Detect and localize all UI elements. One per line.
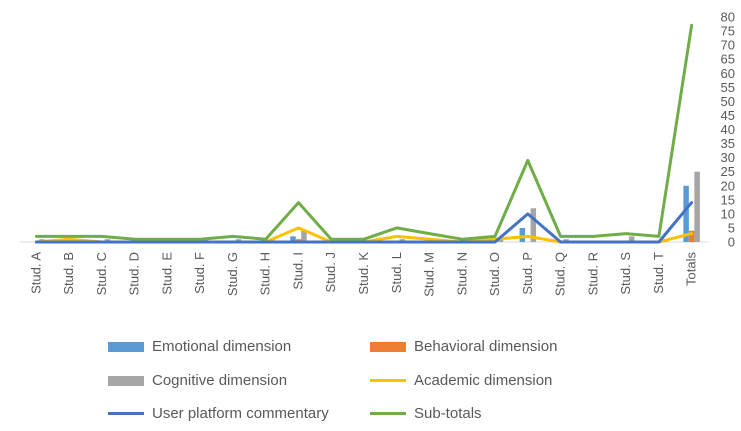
bar-emotional-dimension: [290, 236, 296, 242]
x-tick-label: Stud. B: [61, 252, 76, 295]
x-tick-labels: Stud. A Stud. B Stud. C Stud. D Stud. E Stud.…: [28, 252, 698, 297]
y-tick-label: 0: [728, 235, 735, 250]
x-tick-label: Stud. D: [127, 252, 142, 295]
y-tick-label: 15: [721, 192, 735, 207]
y-tick-label: 60: [721, 66, 735, 81]
bar-cognitive-dimension: [694, 171, 700, 242]
y-tick-label: 25: [721, 164, 735, 179]
bar-emotional-dimension: [519, 227, 526, 242]
x-tick-label: Stud. M: [422, 252, 437, 297]
x-tick-label: Stud. I: [290, 252, 305, 290]
y-tick-label: 40: [721, 122, 735, 137]
line-sub-totals: [34, 23, 694, 241]
x-tick-label: Stud. C: [94, 252, 109, 295]
bar-cognitive-dimension: [497, 239, 504, 242]
y-tick-label: 80: [721, 10, 735, 25]
y-tick-label: 5: [728, 220, 735, 235]
line-user-platform-commentary: [34, 201, 694, 244]
y-tick-label: 35: [721, 136, 735, 151]
y-tick-label: 20: [721, 178, 735, 193]
x-tick-label: Stud. E: [159, 252, 174, 295]
x-tick-label: Stud. H: [258, 252, 273, 295]
x-tick-label: Stud. R: [585, 252, 600, 295]
y-tick-label: 50: [721, 94, 735, 109]
bars: [39, 171, 700, 242]
x-tick-label: Stud. A: [28, 252, 43, 294]
x-tick-label: Stud. G: [225, 252, 240, 296]
bar-emotional-dimension: [683, 185, 689, 242]
bar-cognitive-dimension: [628, 236, 635, 242]
x-tick-label: Stud. N: [454, 252, 469, 295]
y-tick-label: 30: [721, 150, 735, 165]
x-tick-label: Stud. J: [323, 252, 338, 292]
y-tick-label: 55: [721, 80, 735, 95]
y-tick-label: 10: [721, 206, 735, 221]
y-tick-label: 75: [721, 24, 735, 39]
x-tick-label: Stud. S: [618, 252, 633, 295]
bar-cognitive-dimension: [301, 230, 307, 242]
x-tick-label: Stud. K: [356, 252, 371, 295]
bar-cognitive-dimension: [530, 208, 537, 242]
x-tick-label: Stud. T: [651, 252, 666, 294]
x-tick-label: Stud. P: [520, 252, 535, 295]
y-tick-label: 70: [721, 38, 735, 53]
y-tick-label: 65: [721, 52, 735, 67]
x-tick-label: Totals: [684, 252, 699, 286]
x-tick-label: Stud. Q: [553, 252, 568, 296]
x-tick-label: Stud. F: [192, 252, 207, 294]
bar-behavioral-dimension: [688, 230, 695, 242]
x-tick-label: Stud. O: [487, 252, 502, 296]
y-tick-label: 45: [721, 108, 735, 123]
series-lines: [34, 23, 694, 244]
x-tick-label: Stud. L: [389, 252, 404, 293]
